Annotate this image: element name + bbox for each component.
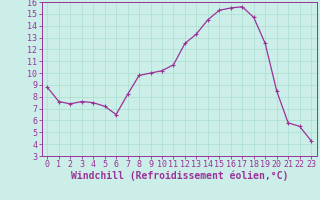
X-axis label: Windchill (Refroidissement éolien,°C): Windchill (Refroidissement éolien,°C) (70, 171, 288, 181)
